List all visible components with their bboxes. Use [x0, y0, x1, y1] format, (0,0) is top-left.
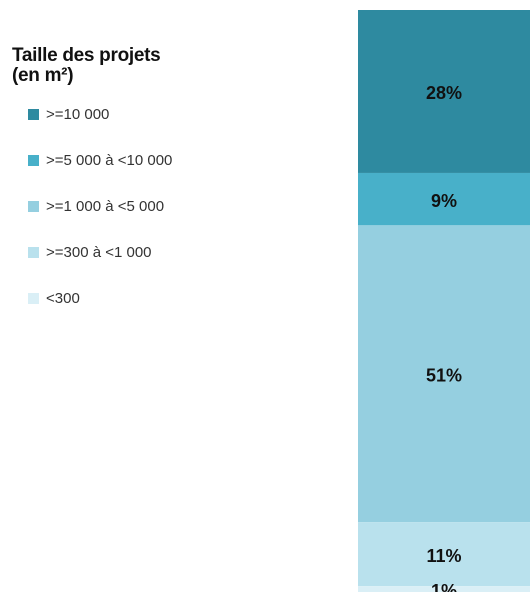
legend-items: >=10 000 >=5 000 à <10 000 >=1 000 à <5 00… — [12, 106, 342, 336]
legend-item: <300 — [12, 290, 342, 336]
value-label: 11% — [426, 546, 461, 566]
legend-title: (en m²) — [12, 65, 74, 86]
bar-segment — [358, 586, 530, 592]
bar-segment — [358, 10, 530, 173]
legend-item: >=5 000 à <10 000 — [12, 152, 342, 198]
bar-segment — [358, 225, 530, 523]
legend-item: >=1 000 à <5 000 — [12, 198, 342, 244]
legend-title: Taille des projets — [12, 45, 161, 66]
legend-item: >=10 000 — [12, 106, 342, 152]
legend-swatch — [28, 201, 39, 212]
legend-label: >=300 à <1 000 — [46, 244, 152, 261]
legend-item: >=300 à <1 000 — [12, 244, 342, 290]
value-label: 51% — [426, 366, 462, 386]
legend: Taille des projets (en m²) >=10 000 >=5 0… — [12, 46, 342, 336]
value-label: 1% — [431, 581, 457, 592]
legend-swatch — [28, 293, 39, 304]
value-label: 28% — [426, 83, 462, 103]
legend-label: >=5 000 à <10 000 — [46, 152, 173, 169]
value-label: 9% — [431, 191, 457, 211]
legend-swatch — [28, 247, 39, 258]
legend-swatch — [28, 155, 39, 166]
legend-label: >=1 000 à <5 000 — [46, 198, 165, 215]
legend-label: <300 — [46, 290, 80, 307]
bar-segment — [358, 522, 530, 587]
legend-swatch — [28, 109, 39, 120]
legend-label: >=10 000 — [46, 106, 110, 123]
bar-segment — [358, 172, 530, 226]
